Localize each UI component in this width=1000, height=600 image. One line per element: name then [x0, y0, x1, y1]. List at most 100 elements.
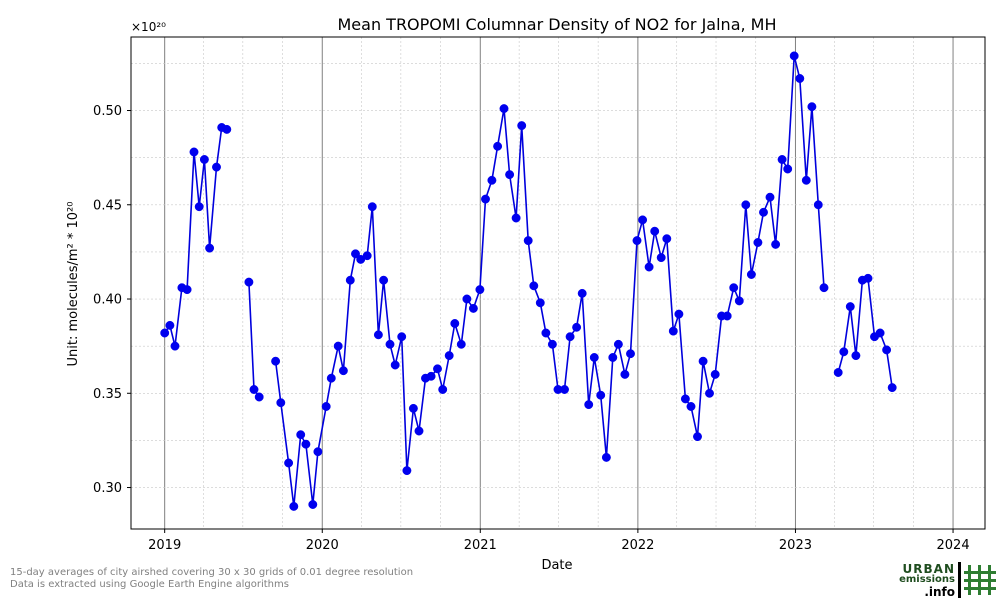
data-point: [450, 319, 460, 328]
data-point: [851, 351, 861, 361]
data-point: [547, 339, 557, 349]
data-point: [194, 202, 204, 212]
data-point: [212, 162, 221, 172]
footnote-source: Data is extracted using Google Earth Eng…: [10, 579, 289, 590]
data-point: [438, 385, 448, 394]
data-point: [863, 273, 873, 283]
data-point: [813, 200, 823, 210]
data-point: [795, 74, 805, 83]
data-point: [565, 332, 575, 342]
data-point: [345, 275, 355, 285]
data-point: [296, 430, 306, 440]
data-point: [249, 385, 259, 394]
data-point: [456, 339, 466, 349]
data-point: [367, 202, 377, 212]
data-point: [351, 249, 360, 259]
data-point: [620, 369, 630, 379]
y-tick-label: 0.50: [93, 104, 122, 119]
data-point: [875, 328, 885, 338]
data-point: [362, 251, 372, 261]
data-point: [313, 447, 323, 457]
data-point: [541, 328, 551, 338]
data-point: [596, 390, 606, 400]
data-point: [887, 383, 897, 393]
data-point: [680, 394, 690, 404]
data-point: [338, 366, 348, 376]
data-point: [777, 155, 787, 164]
data-point: [199, 155, 209, 164]
data-point: [462, 294, 472, 304]
data-point: [182, 285, 192, 295]
data-point: [170, 341, 180, 351]
data-point: [385, 339, 395, 349]
data-point: [882, 345, 892, 355]
data-point: [644, 262, 654, 272]
data-point: [705, 388, 714, 398]
data-point: [165, 320, 175, 330]
data-point: [426, 371, 436, 381]
data-point: [308, 500, 318, 509]
data-point: [662, 234, 672, 244]
chart-title: Mean TROPOMI Columnar Density of NO2 for…: [337, 15, 776, 34]
data-point: [517, 121, 527, 131]
data-point: [693, 432, 702, 442]
data-point: [487, 175, 497, 185]
logo-word-emissions: emissions: [899, 574, 955, 585]
data-point: [433, 364, 442, 374]
data-point: [839, 347, 849, 357]
data-point: [789, 51, 799, 61]
data-point: [444, 351, 454, 361]
data-point: [807, 102, 817, 112]
data-point: [189, 147, 199, 157]
data-point: [710, 369, 720, 379]
data-point: [801, 175, 811, 185]
data-point: [333, 341, 343, 351]
data-point: [686, 402, 696, 411]
plot-frame: [130, 36, 986, 530]
grid: [131, 37, 985, 529]
data-point: [753, 238, 763, 247]
series-line-segment: [274, 55, 825, 508]
data-point: [499, 104, 509, 114]
logo-word-urban: URBAN: [902, 562, 955, 576]
data-point: [289, 501, 299, 511]
data-point: [468, 303, 478, 313]
data-point: [746, 270, 756, 279]
urban-emissions-logo: URBAN emissions .info: [898, 562, 998, 599]
data-point: [656, 253, 666, 263]
data-point: [244, 277, 254, 287]
footnote-methodology: 15-day averages of city airshed covering…: [10, 567, 414, 578]
data-point: [493, 141, 503, 151]
data-point: [638, 215, 648, 225]
data-point: [408, 403, 418, 413]
data-point: [523, 236, 533, 246]
x-axis-label: Date: [541, 558, 572, 573]
data-point: [397, 332, 407, 342]
data-point: [511, 213, 521, 223]
axis-ticks: 2019 2020 2021 2022 2023 2024 0.30 0.35 0.40 0.45…: [93, 104, 970, 553]
data-point: [205, 243, 215, 253]
data-point: [535, 298, 545, 308]
data-point: [650, 226, 660, 236]
data-point: [373, 330, 383, 340]
data-point: [390, 360, 400, 370]
y-axis-offset-label: ×10²⁰: [131, 20, 166, 34]
data-point: [741, 200, 751, 210]
x-tick-label: 2022: [621, 538, 654, 553]
data-point: [572, 322, 582, 332]
data-point: [301, 439, 311, 449]
data-point: [819, 283, 829, 293]
data-point: [589, 353, 599, 362]
x-tick-label: 2023: [779, 538, 812, 553]
data-point: [783, 164, 793, 174]
data-point: [284, 458, 294, 468]
data-point: [160, 328, 170, 338]
data-point: [613, 339, 623, 349]
data-point: [765, 192, 775, 202]
data-point: [529, 281, 539, 291]
data-point: [759, 207, 768, 217]
data-point: [560, 385, 569, 394]
series-markers: [160, 51, 897, 511]
data-point: [601, 452, 611, 462]
y-tick-label: 0.45: [93, 198, 122, 213]
